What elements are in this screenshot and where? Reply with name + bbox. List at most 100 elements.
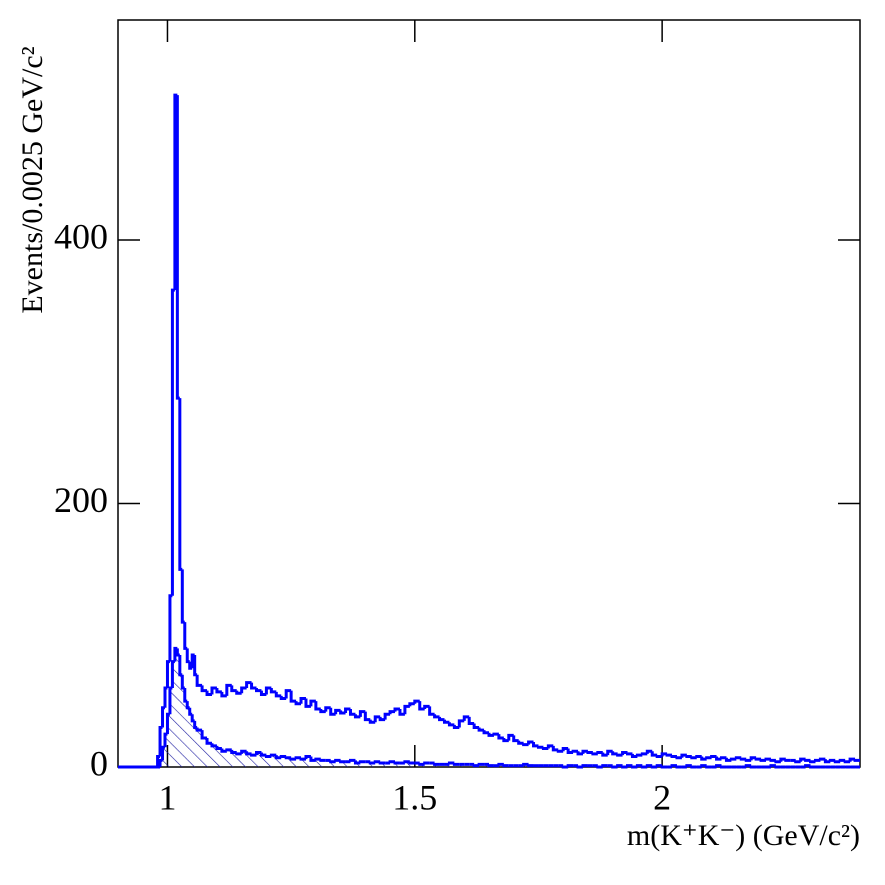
hatched-step [640,765,648,769]
hatched-bar [355,763,361,767]
step [250,682,257,690]
step [175,95,180,400]
hatched-step [240,749,247,754]
hatched-step [195,727,203,732]
step [591,752,598,756]
step [168,594,173,662]
hatched-step [522,762,529,766]
hatched-step [175,648,180,657]
hatched-step [621,765,628,769]
hatched-bar [236,753,242,767]
step [804,758,811,762]
hatched-step [447,761,455,765]
y-axis-title: Events/0.0025 GeV/c² [16,46,49,313]
hatched-bar [360,761,366,767]
hatched-step [200,730,208,740]
hatched-bar [177,655,180,767]
hatched-bar [301,759,306,767]
step [393,707,400,712]
hatched-bar [211,745,217,767]
step [195,674,203,687]
hatched-step [183,687,188,703]
hatched-bar [325,760,331,767]
hatched-step [690,765,697,769]
step [843,760,851,764]
step [388,710,396,715]
hatched-bar [429,763,435,767]
step [586,751,593,755]
hatched-step [284,756,292,760]
hatched-step [309,756,316,762]
step [650,751,658,757]
hatched-bar [187,707,190,767]
hatched-bar [261,755,267,767]
hatched-step [180,674,185,690]
hatched-bar [276,757,282,767]
step [215,687,222,694]
step [428,706,435,716]
hatched-step [576,765,583,769]
hatched-bar [192,720,195,767]
hatched-bar [390,761,396,767]
step [170,288,175,596]
step [314,701,321,711]
hatched-bar [365,761,371,767]
step [541,747,549,751]
hatched-step [655,764,663,768]
hatched-bar [172,661,175,767]
step [403,704,410,715]
hatched-bar [380,763,386,767]
hatched-step [205,738,212,745]
y-tick-label: 200 [54,480,108,520]
step [695,754,702,758]
step [173,93,178,291]
step [442,719,450,724]
step [833,760,841,764]
step [724,757,732,762]
x-axis-title: m(K⁺K⁻) (GeV/c²) [627,819,860,852]
hatched-bar [167,714,170,767]
step [734,756,742,760]
step [477,727,485,732]
step [178,398,183,571]
hatched-step [502,764,509,768]
hatched-bar [221,751,227,767]
step [344,707,351,713]
y-tick-label: 400 [54,216,108,256]
step [487,732,494,737]
y-tick-label: 0 [90,743,108,783]
step [259,690,267,697]
hatched-bar [385,763,391,767]
hatched-step [804,764,811,768]
step [576,751,583,756]
step [799,757,806,762]
step [749,756,757,761]
hatched-bar [286,757,292,767]
hatched-step [477,762,485,766]
hatched-step [561,765,569,769]
hatched-bar [169,687,173,767]
hatched-step [215,745,222,751]
step [630,753,638,758]
hatched-step [269,753,277,757]
step [536,745,544,749]
step [754,757,762,761]
step [813,758,821,762]
step [235,690,242,695]
step [680,753,687,758]
hatched-bar [266,756,272,767]
step [611,751,618,756]
hatched-bar [184,701,188,767]
step [655,754,663,758]
step [289,690,297,703]
hatched-step [358,760,366,764]
hatched-step [596,765,603,769]
hatched-step [279,754,287,758]
hatched-step [348,758,356,762]
step [719,756,727,760]
step [274,691,282,698]
step [245,681,252,688]
step [848,757,856,762]
step [566,748,574,755]
